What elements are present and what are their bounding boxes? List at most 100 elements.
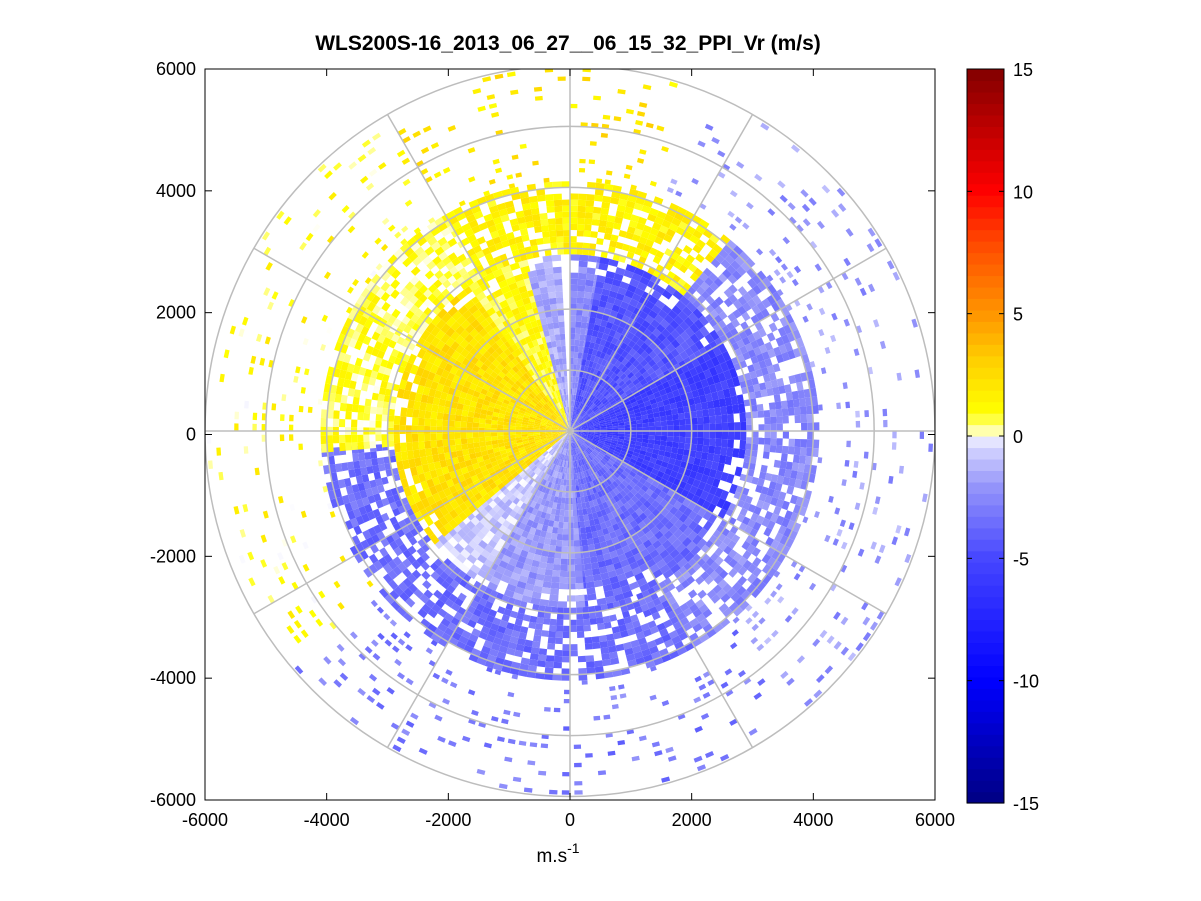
velocity-cell (544, 452, 550, 459)
velocity-cell (430, 562, 439, 572)
velocity-cell (485, 634, 496, 643)
velocity-cell (640, 342, 649, 351)
velocity-cell (503, 432, 510, 436)
velocity-cell (611, 420, 619, 425)
velocity-cell (629, 417, 637, 422)
velocity-cell (425, 333, 436, 344)
velocity-cell (732, 606, 744, 617)
velocity-cell (413, 231, 424, 242)
velocity-cell (675, 543, 687, 554)
velocity-cell (540, 436, 547, 440)
velocity-cell (523, 414, 530, 419)
velocity-cell (561, 199, 570, 206)
velocity-cell (509, 243, 518, 252)
velocity-cell (482, 333, 492, 342)
velocity-cell (557, 370, 562, 378)
velocity-cell (535, 299, 544, 308)
velocity-cell (372, 508, 381, 518)
velocity-cell (471, 395, 479, 403)
velocity-cell (703, 431, 710, 439)
velocity-cell (546, 557, 555, 564)
velocity-cell (573, 429, 576, 431)
velocity-cell (478, 222, 488, 231)
velocity-cell (530, 401, 537, 407)
velocity-cell (590, 374, 596, 382)
velocity-cell (537, 194, 546, 202)
velocity-cell (434, 483, 444, 493)
velocity-cell (581, 434, 588, 438)
velocity-cell (404, 300, 414, 310)
velocity-cell (648, 309, 658, 320)
velocity-cell (584, 291, 592, 299)
velocity-cell (410, 266, 421, 276)
velocity-cell (571, 442, 574, 450)
velocity-cell (594, 287, 603, 295)
velocity-cell (497, 471, 505, 479)
velocity-cell (694, 488, 704, 498)
velocity-cell (483, 359, 492, 368)
velocity-cell (604, 227, 613, 235)
velocity-cell (655, 503, 665, 513)
velocity-cell (350, 517, 359, 528)
velocity-cell (536, 305, 545, 314)
velocity-cell (618, 198, 628, 207)
velocity-cell (550, 242, 558, 250)
velocity-cell (462, 309, 473, 320)
velocity-cell (505, 310, 514, 320)
velocity-cell (556, 403, 561, 410)
velocity-cell (388, 579, 399, 590)
velocity-cell (427, 354, 437, 365)
velocity-cell (531, 473, 538, 481)
velocity-cell (533, 449, 540, 455)
velocity-cell (788, 321, 798, 332)
velocity-cell (541, 323, 549, 331)
velocity-cell (527, 431, 534, 434)
velocity-cell (458, 267, 468, 277)
velocity-cell (333, 410, 340, 419)
velocity-cell (490, 210, 501, 220)
velocity-cell (405, 597, 416, 608)
velocity-cell (410, 503, 420, 514)
velocity-cell (548, 448, 554, 454)
velocity-cell (611, 323, 619, 332)
velocity-cell (632, 404, 640, 411)
velocity-cell (460, 432, 467, 439)
velocity-cell (521, 517, 529, 525)
velocity-cell (476, 484, 485, 493)
velocity-cell (441, 343, 451, 354)
velocity-cell (664, 451, 672, 458)
velocity-cell (506, 475, 515, 482)
velocity-cell (587, 255, 598, 263)
velocity-cell (339, 402, 347, 412)
velocity-cell (669, 506, 679, 516)
velocity-cell (421, 543, 431, 553)
velocity-cell (430, 440, 438, 449)
velocity-cell (571, 436, 575, 443)
velocity-cell (559, 576, 568, 584)
velocity-cell (570, 412, 572, 419)
velocity-cell (670, 383, 678, 392)
velocity-cell (573, 428, 576, 430)
velocity-cell (362, 375, 371, 385)
velocity-cell (630, 431, 637, 435)
velocity-cell (576, 432, 582, 434)
velocity-cell (576, 389, 580, 396)
velocity-cell (460, 258, 470, 268)
velocity-cell (602, 584, 613, 592)
velocity-cell (585, 655, 595, 662)
velocity-cell (417, 608, 428, 619)
velocity-cell (618, 380, 626, 387)
velocity-cell (521, 530, 529, 539)
velocity-cell (534, 439, 542, 443)
velocity-cell (649, 247, 658, 256)
velocity-cell (492, 268, 504, 278)
velocity-cell (450, 321, 461, 332)
velocity-cell (587, 347, 594, 355)
velocity-cell (530, 597, 541, 605)
velocity-cell (771, 301, 781, 313)
velocity-cell (710, 495, 720, 506)
velocity-cell (547, 481, 553, 489)
velocity-cell (556, 230, 564, 237)
velocity-cell (419, 508, 430, 519)
velocity-cell (556, 613, 564, 620)
